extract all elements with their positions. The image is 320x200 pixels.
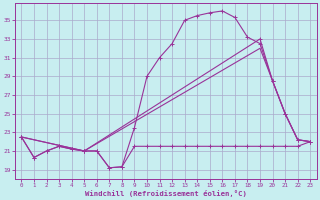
X-axis label: Windchill (Refroidissement éolien,°C): Windchill (Refroidissement éolien,°C) (85, 190, 247, 197)
